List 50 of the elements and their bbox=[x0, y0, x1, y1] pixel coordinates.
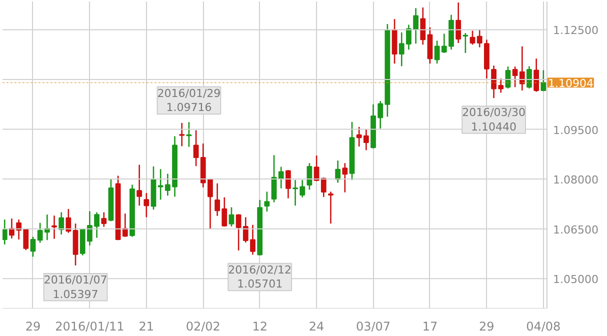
candlestick bbox=[512, 66, 518, 88]
x-tick-label: 03/07 bbox=[356, 320, 391, 334]
candlestick bbox=[193, 130, 199, 167]
x-tick-label: 17 bbox=[422, 320, 438, 334]
x-tick-label: 21 bbox=[138, 320, 154, 334]
x-tick-label: 2016/01/11 bbox=[55, 320, 124, 334]
candlestick bbox=[72, 222, 78, 266]
annotation: 2016/01/07 1.05397 bbox=[44, 273, 108, 301]
candlestick bbox=[470, 30, 476, 46]
candlestick bbox=[476, 29, 482, 48]
x-tick-label: 29 bbox=[479, 320, 494, 334]
candlestick bbox=[228, 206, 234, 228]
candlestick bbox=[534, 58, 540, 92]
x-tick-label: 04/08 bbox=[526, 320, 561, 334]
candlestick bbox=[328, 191, 334, 224]
x-tick-label: 02/02 bbox=[186, 320, 220, 334]
candlestick bbox=[58, 212, 64, 236]
candlestick bbox=[320, 177, 326, 198]
candlestick bbox=[285, 169, 291, 199]
candlestick bbox=[526, 66, 532, 90]
candlestick bbox=[52, 214, 57, 240]
candlestick bbox=[456, 2, 462, 44]
annotation: 2016/02/12 1.05701 bbox=[228, 263, 292, 291]
y-tick-label: 1.12500 bbox=[552, 24, 598, 38]
candlestick bbox=[136, 164, 142, 206]
candlestick bbox=[30, 236, 36, 258]
y-tick-label: 1.08000 bbox=[552, 174, 598, 187]
candlestick bbox=[186, 121, 192, 148]
candlestick bbox=[66, 208, 72, 234]
candlestick bbox=[519, 46, 525, 92]
y-tick-label: 1.09500 bbox=[552, 124, 598, 137]
candlestick bbox=[335, 160, 341, 184]
y-tick-label: 1.05000 bbox=[552, 273, 598, 286]
candlestick bbox=[2, 218, 8, 246]
candlestick bbox=[264, 191, 270, 212]
candlestick bbox=[427, 26, 433, 64]
candlestick bbox=[144, 192, 150, 218]
candlestick bbox=[179, 122, 185, 147]
candlestick bbox=[342, 162, 348, 193]
x-tick-label: 12 bbox=[252, 320, 268, 334]
candlestick bbox=[462, 32, 468, 54]
candlestick bbox=[420, 6, 426, 46]
annotation: 2016/01/29 1.09716 bbox=[157, 86, 221, 114]
x-tick-label: 24 bbox=[308, 320, 324, 334]
ref-line-label: 1.10904 bbox=[548, 77, 594, 90]
candlestick bbox=[540, 70, 546, 92]
x-tick-label: 29 bbox=[25, 320, 41, 334]
y-tick-label: 1.06500 bbox=[552, 223, 598, 236]
candlestick bbox=[101, 212, 107, 228]
annotation: 2016/03/30 1.10440 bbox=[462, 106, 526, 134]
